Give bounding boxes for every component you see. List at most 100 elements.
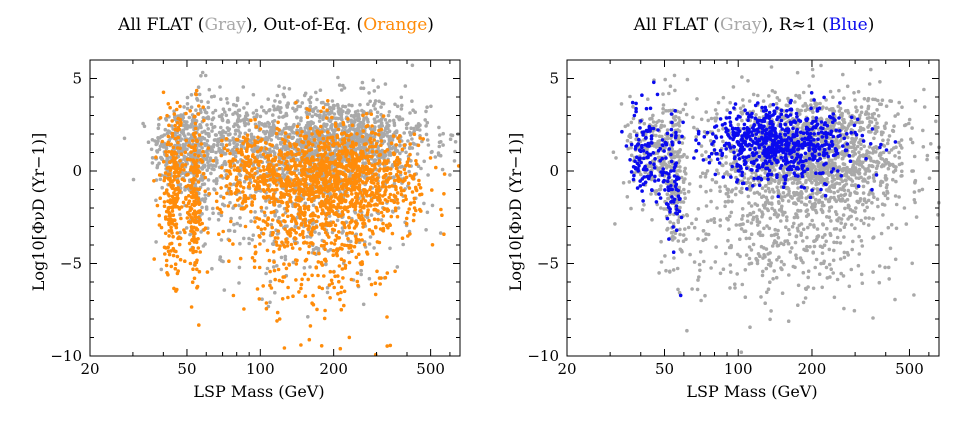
scatter-point-orange (196, 164, 201, 168)
scatter-point-orange (296, 203, 301, 207)
scatter-point-orange (323, 150, 328, 155)
scatter-point-gray (169, 124, 174, 128)
scatter-point-gray (309, 95, 313, 100)
scatter-point-orange (361, 181, 365, 185)
scatter-point-orange (165, 188, 169, 192)
scatter-point-gray (302, 266, 307, 270)
scatter-point-orange (309, 178, 313, 183)
scatter-point-gray (316, 136, 321, 141)
scatter-point-orange (346, 138, 351, 142)
scatter-point-orange (336, 127, 341, 132)
scatter-point-orange (231, 242, 235, 246)
scatter-point-orange (293, 202, 297, 207)
scatter-point-orange (300, 232, 305, 236)
scatter-point-gray (366, 120, 370, 124)
scatter-point-gray (279, 106, 283, 110)
scatter-point-orange (381, 214, 386, 218)
scatter-point-orange (375, 252, 379, 256)
scatter-point-orange (178, 123, 183, 127)
scatter-point-orange (196, 180, 201, 184)
scatter-point-orange (357, 179, 361, 183)
scatter-point-orange (243, 162, 247, 167)
scatter-point-orange (197, 269, 202, 274)
scatter-point-gray (440, 167, 445, 172)
scatter-point-gray (189, 93, 194, 97)
scatter-point-gray (141, 121, 145, 126)
scatter-point-gray (233, 154, 238, 159)
scatter-point-orange (369, 176, 373, 180)
scatter-point-orange (247, 181, 252, 186)
scatter-point-gray (220, 135, 225, 139)
scatter-point-orange (336, 142, 340, 146)
scatter-point-gray (182, 154, 186, 158)
scatter-point-gray (254, 108, 259, 113)
scatter-point-orange (249, 209, 253, 214)
scatter-point-gray (219, 213, 224, 218)
scatter-point-orange (404, 221, 409, 226)
scatter-point-gray (649, 192, 653, 196)
scatter-point-orange (360, 213, 364, 218)
scatter-point-orange (303, 217, 308, 221)
scatter-point-gray (649, 116, 654, 121)
scatter-point-orange (399, 186, 403, 190)
scatter-point-orange (394, 187, 398, 192)
scatter-point-orange (185, 204, 189, 208)
scatter-point-orange (228, 182, 232, 186)
scatter-point-gray (234, 128, 239, 133)
scatter-point-gray (372, 158, 377, 162)
scatter-point-orange (256, 225, 260, 229)
scatter-point-orange (327, 141, 331, 146)
scatter-point-orange (275, 310, 280, 315)
scatter-point-orange (343, 198, 348, 203)
scatter-point-gray (625, 195, 630, 199)
scatter-point-orange (166, 210, 171, 214)
scatter-point-gray (181, 142, 186, 147)
scatter-point-orange (304, 257, 309, 262)
scatter-point-orange (176, 174, 181, 178)
scatter-point-gray (673, 114, 678, 119)
scatter-point-orange (227, 186, 232, 191)
scatter-point-orange (430, 188, 434, 192)
scatter-point-orange (361, 129, 366, 133)
scatter-point-orange (188, 220, 193, 225)
scatter-point-gray (314, 90, 318, 95)
y-tick-label: −5 (60, 255, 82, 273)
scatter-point-orange (246, 196, 251, 201)
scatter-point-orange (268, 153, 273, 158)
scatter-point-gray (269, 222, 274, 227)
scatter-point-gray (208, 156, 213, 160)
scatter-point-orange (376, 181, 380, 186)
scatter-point-gray (632, 129, 637, 134)
scatter-point-orange (372, 195, 376, 200)
scatter-point-orange (319, 344, 324, 348)
scatter-point-orange (299, 210, 304, 215)
scatter-point-gray (416, 124, 421, 129)
scatter-point-gray (206, 127, 210, 131)
scatter-point-gray (200, 130, 204, 135)
scatter-point-gray (676, 168, 681, 173)
scatter-point-orange (340, 247, 344, 251)
scatter-point-gray (627, 134, 631, 138)
scatter-point-gray (439, 140, 443, 144)
scatter-point-gray (387, 145, 392, 150)
scatter-point-orange (290, 246, 295, 250)
scatter-point-gray (425, 210, 430, 215)
scatter-point-orange (404, 216, 409, 221)
scatter-point-orange (188, 205, 192, 210)
scatter-point-gray (260, 297, 264, 302)
scatter-point-gray (204, 205, 209, 209)
scatter-point-orange (332, 168, 336, 173)
scatter-point-gray (221, 107, 226, 111)
scatter-point-orange (328, 169, 332, 173)
scatter-point-orange (378, 198, 382, 202)
scatter-point-gray (238, 223, 243, 228)
scatter-point-orange (347, 215, 351, 220)
scatter-point-orange (358, 167, 363, 171)
scatter-point-gray (277, 215, 281, 220)
scatter-point-gray (393, 148, 398, 152)
scatter-point-orange (259, 159, 263, 164)
scatter-point-gray (206, 178, 211, 182)
scatter-point-orange (336, 291, 340, 296)
scatter-point-gray (291, 106, 295, 111)
scatter-point-orange (297, 290, 301, 294)
